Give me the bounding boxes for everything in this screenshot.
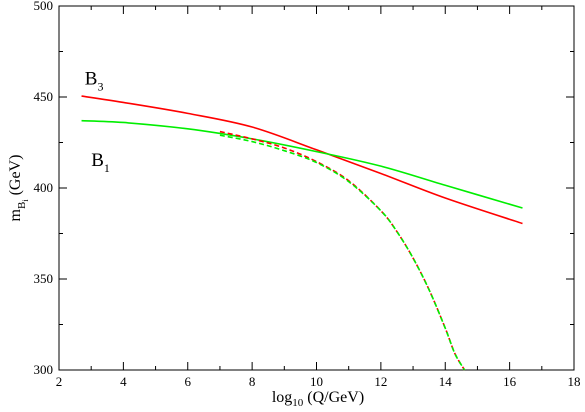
y-axis-ticks: 300 350 400 450 500 [34,0,574,377]
annotation-b3: B3 [85,68,104,93]
y-tick-label: 450 [34,89,54,104]
x-tick-label: 6 [185,374,192,389]
annotation-layer: B3 B1 [85,68,110,175]
y-tick-label: 350 [34,271,54,286]
series-line-b3-dashed [219,130,466,371]
series-line-b1-dashed [219,134,466,371]
x-tick-label: 10 [310,374,323,389]
x-tick-label: 16 [503,374,517,389]
x-tick-label: 14 [439,374,453,389]
series-line-b3-solid [81,95,523,225]
x-axis-title: log10 (Q/GeV) [272,389,364,409]
x-axis-ticks: 2 4 6 8 10 12 14 16 18 [56,6,581,389]
x-tick-label: 18 [568,374,581,389]
y-tick-label: 300 [34,362,54,377]
x-tick-label: 2 [56,374,63,389]
series-line-b1-solid [81,119,523,209]
y-tick-label: 500 [34,0,54,13]
x-tick-label: 12 [374,374,387,389]
y-axis-title: mBi (GeV) [7,155,30,222]
x-tick-label: 4 [120,374,127,389]
y-tick-label: 400 [34,180,54,195]
x-tick-label: 8 [249,374,256,389]
series-layer [81,95,523,371]
plot-frame [58,5,575,371]
annotation-b1: B1 [91,150,110,175]
